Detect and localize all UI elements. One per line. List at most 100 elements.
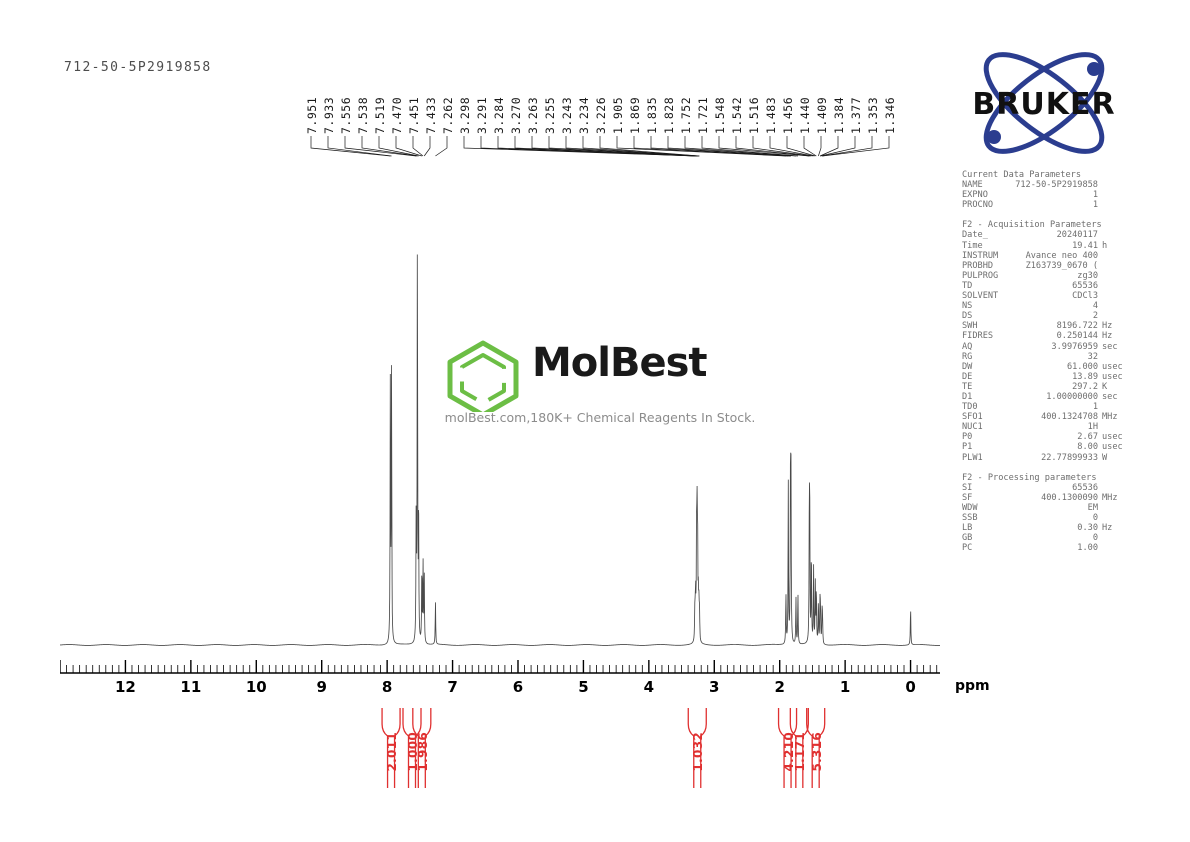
param-key: NS [962,301,973,312]
param-value: 32 [1087,351,1098,362]
param-unit: h [1102,240,1108,251]
peak-label: 7.933 [322,96,336,134]
params-current-head: Current Data Parameters [962,170,1081,180]
param-value: 2.67 [1077,432,1098,443]
param-unit: usec [1102,361,1123,372]
peak-label: 1.346 [883,96,897,134]
params-proc-list: SI 65536 SF 400.1300090 MHz WDW EM SSB 0 LB 0.30 Hz… [962,483,1142,554]
param-row: DS 2 [962,311,1142,321]
molbest-watermark: MolBest molBest.com,180K+ Chemical Reage… [440,338,760,438]
param-value: EM [1087,502,1098,513]
param-value: 0.250144 [1056,331,1098,342]
param-value: CDCl3 [1072,291,1098,302]
param-value: 22.77899933 [1041,452,1098,463]
peak-label: 3.284 [492,96,506,134]
param-key: PULPROG [962,270,999,281]
params-acq-list: Date_ 20240117 Time 19.41 h INSTRUM Avance neo… [962,230,1142,462]
spectrum-plot [60,180,940,650]
param-key: SF [962,492,973,503]
param-key: SFO1 [962,412,983,423]
param-value: 13.89 [1072,371,1098,382]
param-key: TD0 [962,402,978,413]
bruker-wordmark: BRUKER [972,87,1115,122]
param-key: DS [962,311,973,322]
peak-label: 3.298 [458,96,472,134]
param-row: DE 13.89 usec [962,372,1142,382]
param-value: 1.00 [1077,543,1098,554]
peak-label: 1.377 [849,96,863,134]
peak-label: 7.556 [339,96,353,134]
axis-tick-label: 0 [905,678,916,696]
param-value: 65536 [1072,280,1098,291]
param-value: 0 [1092,533,1098,544]
integral-layer: 2.011 1.000 1.986 1.032 4.210 1.171 5.316 [60,706,940,796]
peak-label: 7.538 [356,96,370,134]
param-key: GB [962,533,973,544]
peak-leader-lines [310,136,890,157]
param-row: PC 1.00 [962,543,1142,553]
param-row: NS 4 [962,301,1142,311]
param-row: INSTRUM Avance neo 400 [962,251,1142,261]
param-unit: Hz [1102,331,1113,342]
peak-label: 1.835 [645,96,659,134]
param-key: PROBHD [962,260,994,271]
param-value: 61.000 [1066,361,1098,372]
peak-label: 1.542 [730,96,744,134]
param-row: TD0 1 [962,402,1142,412]
param-row: TE 297.2 K [962,382,1142,392]
param-value: 1.00000000 [1046,391,1098,402]
param-value: 4 [1092,301,1098,312]
peak-label: 1.456 [781,96,795,134]
peak-label: 1.483 [764,96,778,134]
param-row: PROCNO 1 [962,200,1142,210]
peak-label: 1.905 [611,96,625,134]
param-value: 65536 [1072,482,1098,493]
page-title: 712-50-5P2919858 [64,60,212,75]
param-row: PLW1 22.77899933 W [962,453,1142,463]
param-row: Date_ 20240117 [962,230,1142,240]
param-unit: usec [1102,371,1123,382]
peak-label: 7.433 [424,96,438,134]
param-key: AQ [962,341,973,352]
param-unit: usec [1102,432,1123,443]
param-key: SOLVENT [962,291,999,302]
param-row: LB 0.30 Hz [962,523,1142,533]
integral-value: 2.011 [385,732,400,772]
param-row: SFO1 400.1324708 MHz [962,412,1142,422]
molbest-tagline: molBest.com,180K+ Chemical Reagents In S… [444,410,756,425]
peak-label: 7.451 [407,96,421,134]
param-value: 0.30 [1077,523,1098,534]
param-row: AQ 3.9976959 sec [962,342,1142,352]
peak-label: 1.721 [696,96,710,134]
ppm-axis-ticks [59,660,940,674]
param-key: LB [962,523,973,534]
axis-tick-label: 7 [447,678,458,696]
param-value: Z163739_0670 ( [1025,260,1098,271]
axis-tick-label: 4 [643,678,655,696]
param-value: 8196.722 [1056,321,1098,332]
axis-tick-label: 2 [774,678,785,696]
peak-label: 1.384 [832,96,846,134]
params-current-list: NAME 712-50-5P2919858 EXPNO 1 PROCNO 1 [962,180,1142,210]
param-value: 19.41 [1072,240,1098,251]
param-row: SSB 0 [962,513,1142,523]
param-key: WDW [962,502,978,513]
axis-tick-label: 8 [381,678,393,696]
param-key: P0 [962,432,973,443]
integral-value: 5.316 [809,732,824,772]
param-unit: usec [1102,442,1123,453]
param-row: RG 32 [962,352,1142,362]
param-value: 1 [1092,402,1098,413]
peak-label: 1.353 [866,96,880,134]
param-unit: MHz [1102,412,1118,423]
param-value: 3.9976959 [1051,341,1098,352]
param-value: 400.1300090 [1041,492,1098,503]
axis-tick-label: 3 [709,678,720,696]
params-proc-head: F2 - Processing parameters [962,472,1097,483]
param-key: TD [962,280,973,291]
param-row: FIDRES 0.250144 Hz [962,331,1142,341]
param-value: Avance neo 400 [1025,250,1098,261]
param-unit: sec [1102,341,1118,352]
param-row: SWH 8196.722 Hz [962,321,1142,331]
